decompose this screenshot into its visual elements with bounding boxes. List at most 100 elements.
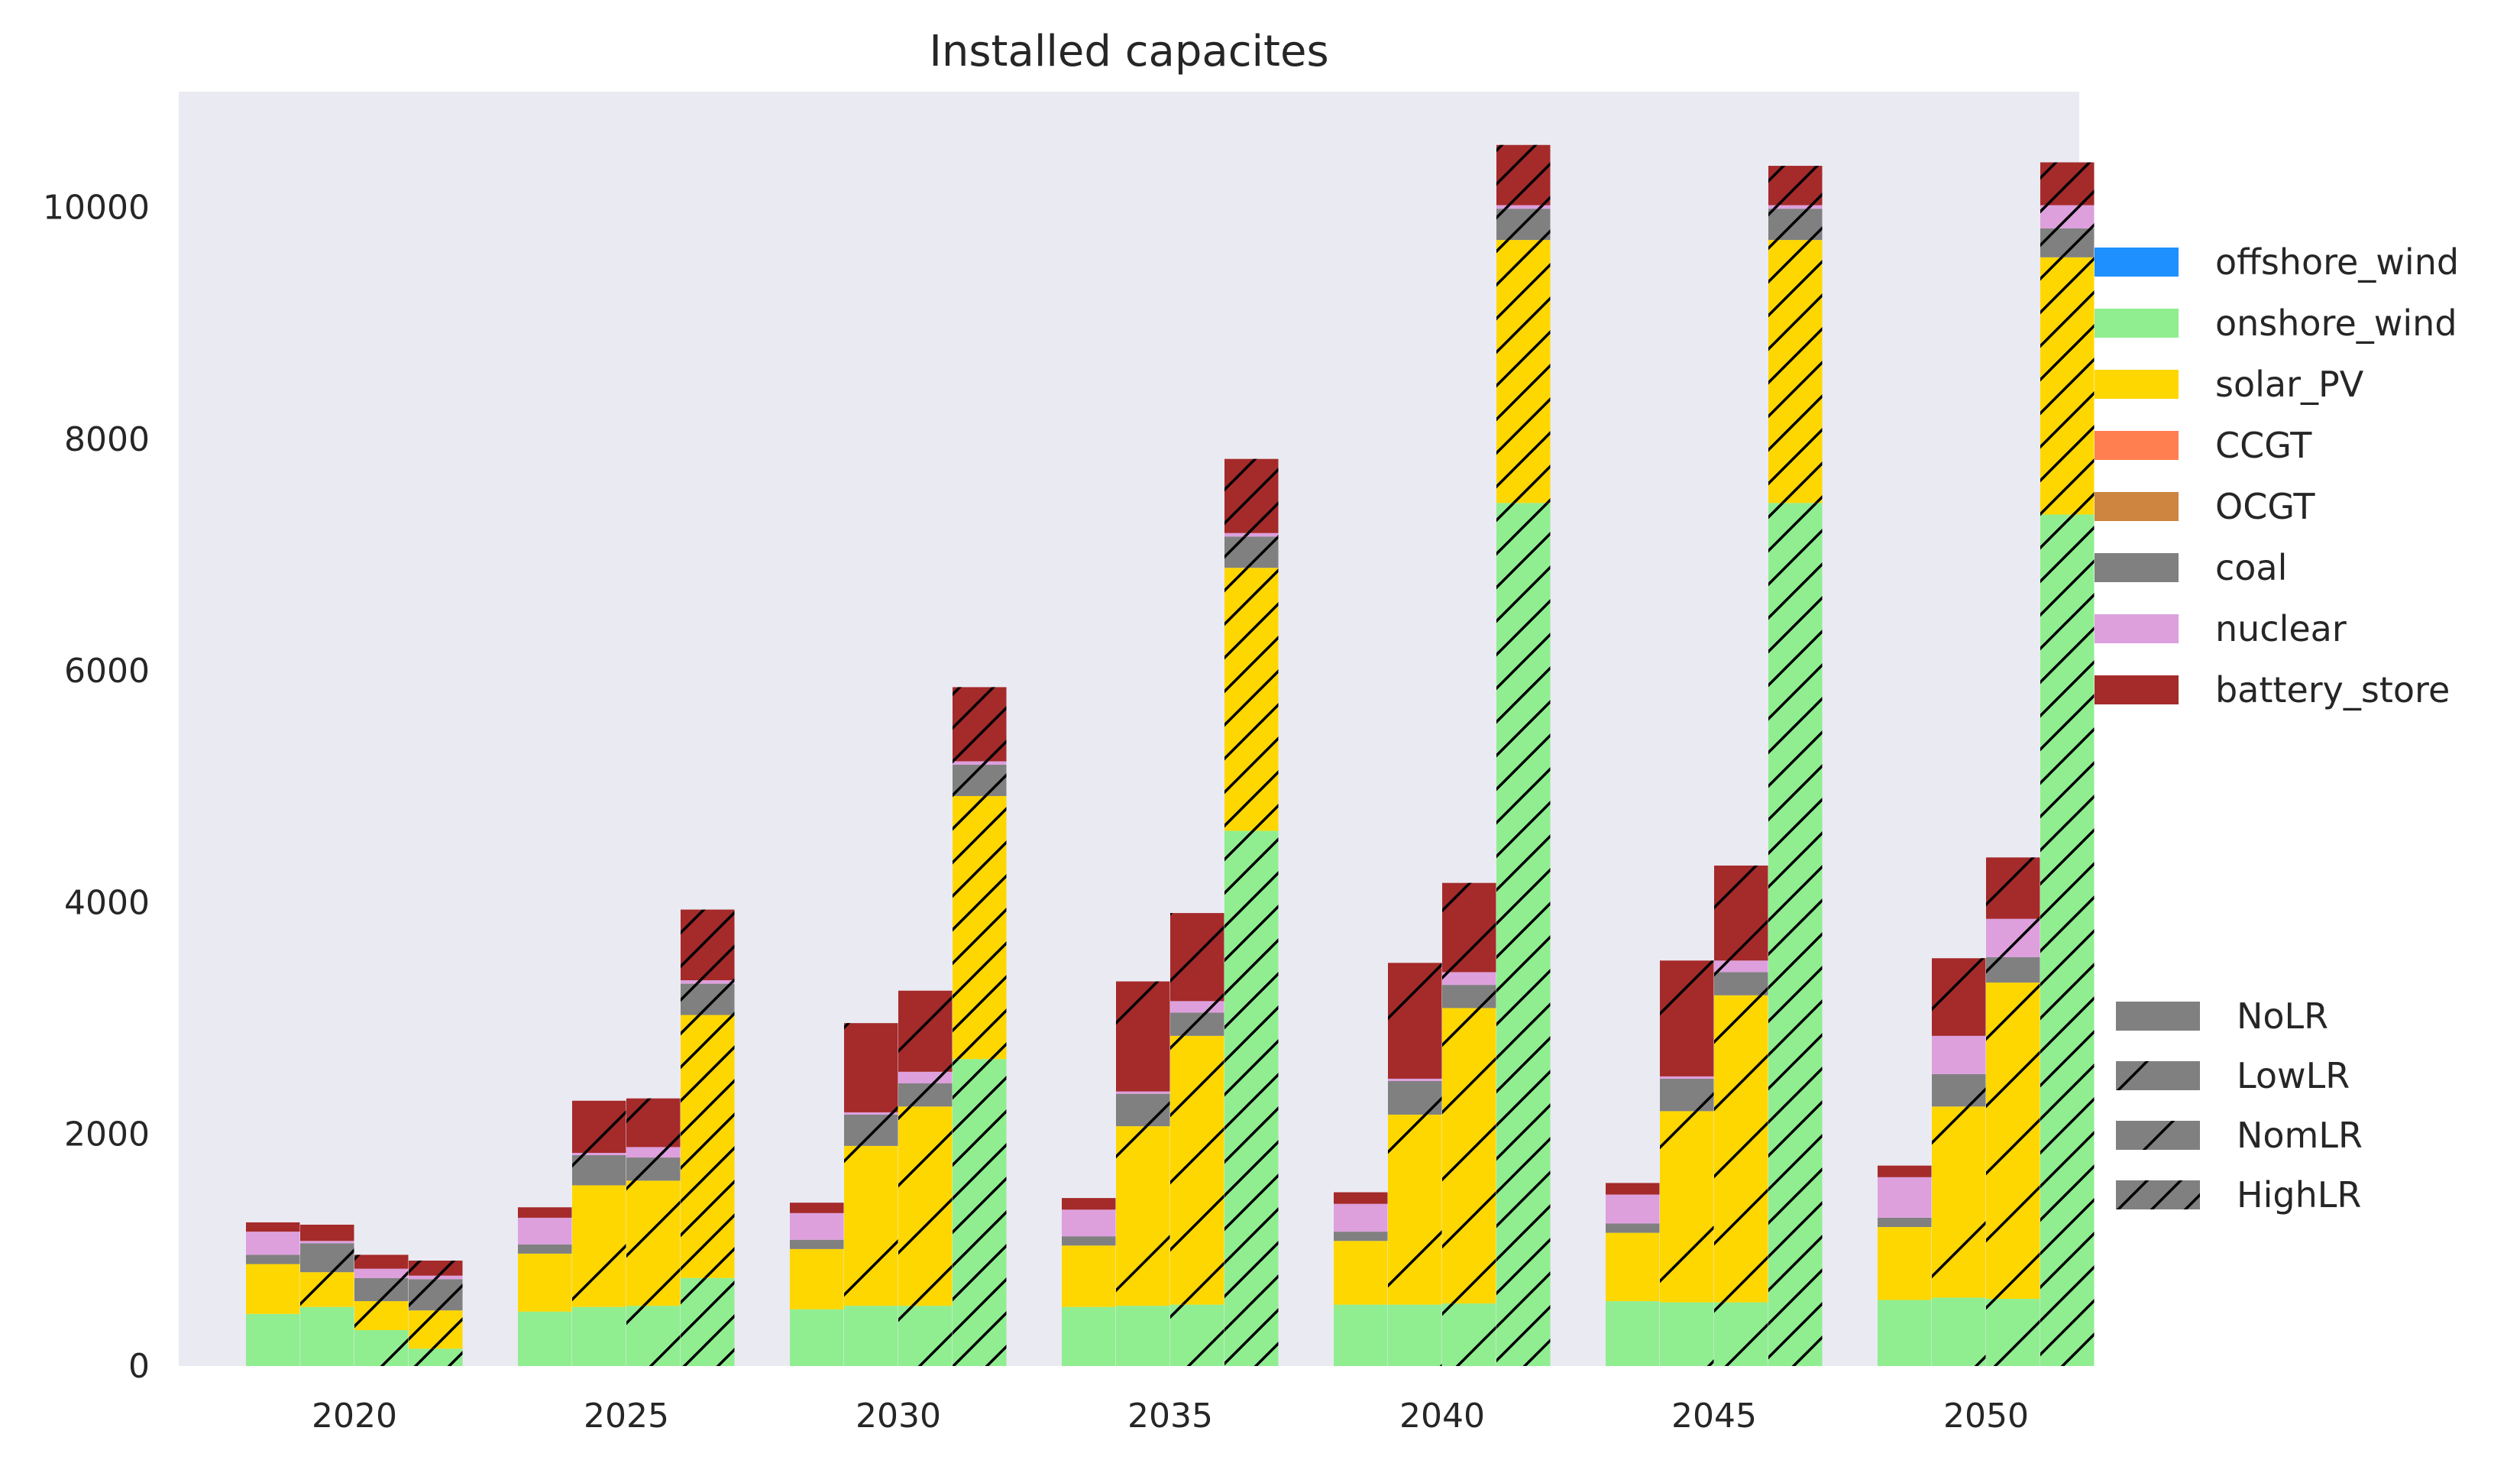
- bar-hatch-2035-lowlr-onshore-wind: [1116, 1306, 1170, 1366]
- bar-hatch-2035-nomlr-onshore-wind: [1170, 1304, 1224, 1366]
- bar-2030-nolr-battery-store: [790, 1203, 844, 1213]
- bar-hatch-2050-highlr-onshore-wind: [2040, 514, 2095, 1367]
- y-tick-label: 4000: [64, 883, 150, 922]
- bar-2020-nolr-battery-store: [246, 1222, 300, 1232]
- bar-2025-nolr-nuclear: [518, 1217, 572, 1245]
- bar-hatch-2020-nomlr-solar-pv: [354, 1301, 409, 1330]
- x-tick-label: 2040: [1399, 1397, 1485, 1436]
- bar-2050-nolr-coal: [1878, 1217, 1932, 1228]
- bar-hatch-2050-nomlr-onshore-wind: [1986, 1299, 2040, 1366]
- y-tick-label: 2000: [64, 1115, 150, 1154]
- legend-swatch-onshore-wind: [2095, 309, 2179, 338]
- bar-hatch-2025-highlr-nuclear: [681, 980, 735, 984]
- bar-hatch-2045-lowlr-coal: [1660, 1078, 1714, 1112]
- bar-2030-nolr-nuclear: [790, 1212, 844, 1240]
- legend-label-nuclear: nuclear: [2215, 608, 2347, 649]
- x-tick-label: 2045: [1671, 1397, 1757, 1436]
- bar-hatch-2020-highlr-coal: [409, 1279, 463, 1311]
- legend-label-onshore-wind: onshore_wind: [2215, 303, 2457, 344]
- bar-hatch-2020-nomlr-onshore-wind: [354, 1329, 409, 1366]
- bar-hatch-2045-lowlr-solar-pv: [1660, 1111, 1714, 1303]
- bar-2050-nolr-nuclear: [1878, 1177, 1932, 1218]
- bar-hatch-2045-highlr-battery-store: [1768, 166, 1823, 206]
- bar-hatch-2045-lowlr-onshore-wind: [1660, 1302, 1714, 1366]
- bar-2035-nolr-battery-store: [1062, 1198, 1116, 1210]
- bar-hatch-2045-lowlr-nuclear: [1660, 1076, 1714, 1079]
- bar-2020-nolr-solar-pv: [246, 1264, 300, 1314]
- bar-hatch-2020-nomlr-battery-store: [354, 1254, 409, 1269]
- scenario-label-lowlr: LowLR: [2237, 1055, 2350, 1096]
- bar-hatch-2030-highlr-solar-pv: [953, 795, 1007, 1060]
- bar-hatch-2045-lowlr-battery-store: [1660, 960, 1714, 1076]
- y-tick-label: 10000: [43, 189, 150, 228]
- bar-2025-nolr-onshore-wind: [518, 1311, 572, 1366]
- x-tick-label: 2050: [1943, 1397, 2029, 1436]
- bar-hatch-2030-lowlr-nuclear: [844, 1112, 898, 1115]
- x-tick-label: 2030: [856, 1397, 941, 1436]
- bar-hatch-2040-lowlr-coal: [1388, 1080, 1442, 1115]
- bar-hatch-2025-nomlr-coal: [626, 1157, 681, 1181]
- bar-hatch-2050-lowlr-onshore-wind: [1932, 1297, 1986, 1366]
- bar-hatch-2025-lowlr-nuclear: [572, 1152, 626, 1156]
- bar-hatch-2050-nomlr-solar-pv: [1986, 983, 2040, 1300]
- bar-hatch-2035-highlr-coal: [1224, 536, 1279, 568]
- bar-hatch-2040-highlr-solar-pv: [1496, 240, 1551, 503]
- bar-2050-nolr-onshore-wind: [1878, 1300, 1932, 1366]
- bar-hatch-2020-lowlr-solar-pv: [300, 1272, 354, 1307]
- bar-hatch-2050-highlr-solar-pv: [2040, 257, 2095, 515]
- bar-2045-nolr-coal: [1606, 1223, 1660, 1233]
- bar-hatch-2030-nomlr-battery-store: [898, 990, 953, 1072]
- bar-hatch-2020-lowlr-battery-store: [300, 1225, 354, 1241]
- bar-hatch-2035-lowlr-battery-store: [1116, 981, 1170, 1092]
- bar-2030-nolr-onshore-wind: [790, 1309, 844, 1366]
- bar-hatch-2035-lowlr-coal: [1116, 1093, 1170, 1127]
- legend-label-coal: coal: [2215, 547, 2287, 588]
- y-axis: 0 2000 4000 6000 8000 10000: [43, 189, 150, 1386]
- bar-hatch-2025-nomlr-onshore-wind: [626, 1306, 681, 1366]
- bar-hatch-2040-highlr-onshore-wind: [1496, 503, 1551, 1366]
- bar-hatch-2045-highlr-solar-pv: [1768, 240, 1823, 503]
- bars-layer: [246, 144, 2095, 1367]
- bar-2035-nolr-nuclear: [1062, 1209, 1116, 1237]
- y-tick-label: 0: [128, 1347, 150, 1386]
- bar-2020-nolr-nuclear: [246, 1232, 300, 1255]
- bar-hatch-2020-nomlr-coal: [354, 1277, 409, 1302]
- bar-hatch-2040-lowlr-solar-pv: [1388, 1114, 1442, 1305]
- bar-hatch-2030-lowlr-solar-pv: [844, 1145, 898, 1306]
- bar-hatch-2035-highlr-onshore-wind: [1224, 830, 1279, 1366]
- bar-hatch-2040-nomlr-onshore-wind: [1442, 1303, 1496, 1366]
- bar-hatch-2020-nomlr-nuclear: [354, 1268, 409, 1278]
- bar-hatch-2025-lowlr-solar-pv: [572, 1185, 626, 1307]
- bar-2040-nolr-coal: [1334, 1232, 1388, 1241]
- x-tick-label: 2025: [584, 1397, 669, 1436]
- legend-label-ocgt: OCGT: [2215, 486, 2315, 527]
- bar-hatch-2030-highlr-coal: [953, 765, 1007, 796]
- bar-2035-nolr-solar-pv: [1062, 1245, 1116, 1307]
- bar-2020-nolr-onshore-wind: [246, 1313, 300, 1366]
- bar-hatch-2040-lowlr-nuclear: [1388, 1078, 1442, 1081]
- bar-hatch-2030-nomlr-nuclear: [898, 1071, 953, 1084]
- bar-2030-nolr-solar-pv: [790, 1248, 844, 1309]
- y-tick-label: 8000: [64, 420, 150, 459]
- bar-hatch-2050-nomlr-battery-store: [1986, 857, 2040, 919]
- bar-2040-nolr-nuclear: [1334, 1203, 1388, 1232]
- bar-hatch-2020-lowlr-coal: [300, 1243, 354, 1273]
- bar-hatch-2040-nomlr-coal: [1442, 985, 1496, 1008]
- legend-swatch-coal: [2095, 553, 2179, 582]
- bar-hatch-2025-highlr-onshore-wind: [681, 1277, 735, 1366]
- legend-swatch-battery-store: [2095, 675, 2179, 704]
- bar-2040-nolr-solar-pv: [1334, 1241, 1388, 1305]
- bar-group-2025: [518, 909, 735, 1366]
- legend-swatch-offshore-wind: [2095, 248, 2179, 277]
- bar-hatch-2040-highlr-battery-store: [1496, 144, 1551, 206]
- bar-hatch-2040-highlr-coal: [1496, 209, 1551, 241]
- bar-hatch-2045-nomlr-battery-store: [1714, 865, 1768, 961]
- bar-hatch-2045-highlr-nuclear: [1768, 205, 1823, 209]
- bar-hatch-2035-highlr-battery-store: [1224, 458, 1279, 533]
- legend-label-offshore-wind: offshore_wind: [2215, 241, 2459, 283]
- bar-group-2020: [246, 1222, 463, 1366]
- scenario-swatch-hatch-lowlr: [2116, 1061, 2200, 1090]
- bar-hatch-2050-highlr-coal: [2040, 228, 2095, 257]
- bar-2035-nolr-coal: [1062, 1236, 1116, 1246]
- bar-hatch-2030-nomlr-coal: [898, 1083, 953, 1107]
